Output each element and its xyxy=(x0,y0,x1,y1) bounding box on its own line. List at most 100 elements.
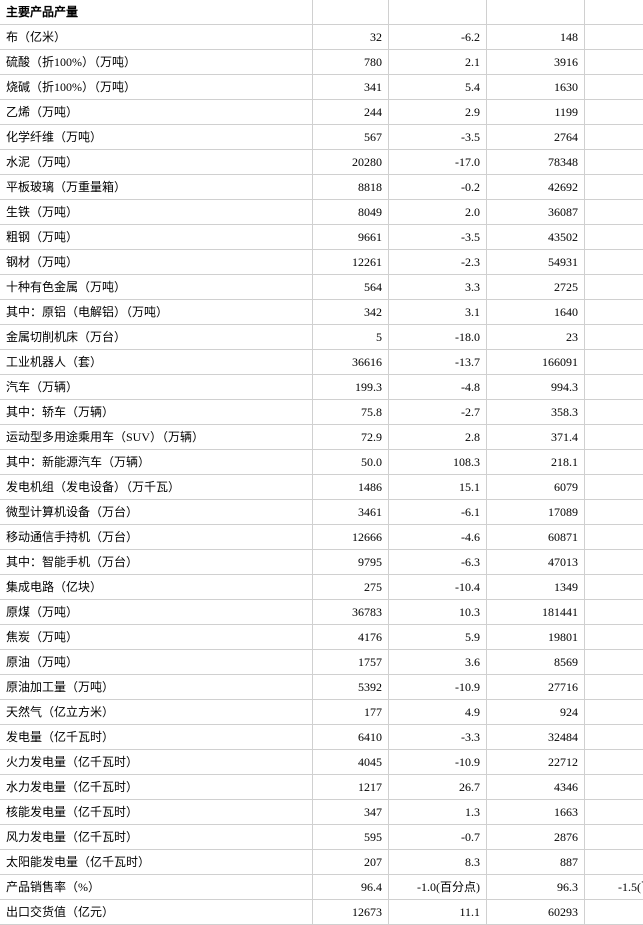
value-cell: 218.1 xyxy=(487,450,585,475)
table-row: 生铁（万吨）80492.036087-5.9 xyxy=(0,200,643,225)
value-cell: 47013 xyxy=(487,550,585,575)
value-cell: 0.0 xyxy=(585,125,643,150)
value-cell: -6.1 xyxy=(585,400,643,425)
product-name: 集成电路（亿块） xyxy=(0,575,313,600)
value-cell: 111.7 xyxy=(585,450,643,475)
value-cell: 22712 xyxy=(487,750,585,775)
value-cell: 17089 xyxy=(487,500,585,525)
value-cell: -10.9 xyxy=(389,675,487,700)
value-cell: 148 xyxy=(487,25,585,50)
product-name: 工业机器人（套） xyxy=(0,350,313,375)
product-name: 布（亿米） xyxy=(0,25,313,50)
value-cell: 4176 xyxy=(313,625,389,650)
table-row: 集成电路（亿块）275-10.41349-6.2 xyxy=(0,575,643,600)
product-name: 其中：智能手机（万台） xyxy=(0,550,313,575)
product-name: 产品销售率（%） xyxy=(0,875,313,900)
value-cell: 358.3 xyxy=(487,400,585,425)
table-row: 金属切削机床（万台）5-18.023-8.7 xyxy=(0,325,643,350)
value-cell: -0.7 xyxy=(389,825,487,850)
value-cell: 5.6 xyxy=(585,825,643,850)
value-cell: 8049 xyxy=(313,200,389,225)
value-cell: -6.2 xyxy=(585,575,643,600)
product-output-table: 主要产品产量 布（亿米）32-6.2148-1.3硫酸（折100%）（万吨）78… xyxy=(0,0,643,925)
value-cell: 72.9 xyxy=(313,425,389,450)
value-cell: 23 xyxy=(487,325,585,350)
table-row: 化学纤维（万吨）567-3.527640.0 xyxy=(0,125,643,150)
value-cell: 3.6 xyxy=(389,650,487,675)
value-cell: 887 xyxy=(487,850,585,875)
product-name: 风力发电量（亿千瓦时） xyxy=(0,825,313,850)
value-cell: 8818 xyxy=(313,175,389,200)
table-row: 发电机组（发电设备）（万千瓦）148615.160798.4 xyxy=(0,475,643,500)
section-title: 主要产品产量 xyxy=(0,0,313,25)
table-row: 天然气（亿立方米）1774.99245.8 xyxy=(0,700,643,725)
value-cell: 0.9 xyxy=(585,75,643,100)
value-cell: 12.9 xyxy=(585,850,643,875)
value-cell: 75.8 xyxy=(313,400,389,425)
table-row: 其中：新能源汽车（万辆）50.0108.3218.1111.7 xyxy=(0,450,643,475)
value-cell: 17.5 xyxy=(585,775,643,800)
product-name: 运动型多用途乘用车（SUV）（万辆） xyxy=(0,425,313,450)
value-cell: 1199 xyxy=(487,100,585,125)
table-row: 原油（万吨）17573.685694.1 xyxy=(0,650,643,675)
product-name: 原油加工量（万吨） xyxy=(0,675,313,700)
value-cell: 20280 xyxy=(313,150,389,175)
table-row: 移动通信手持机（万台）12666-4.660871-1.7 xyxy=(0,525,643,550)
value-cell: 5.8 xyxy=(585,700,643,725)
value-cell: 347 xyxy=(313,800,389,825)
value-cell: -3.5 xyxy=(585,750,643,775)
value-cell: -2.4 xyxy=(585,425,643,450)
value-cell: 1217 xyxy=(313,775,389,800)
value-cell: 6410 xyxy=(313,725,389,750)
product-name: 原油（万吨） xyxy=(0,650,313,675)
product-name: 十种有色金属（万吨） xyxy=(0,275,313,300)
value-cell: 1640 xyxy=(487,300,585,325)
value-cell: 5392 xyxy=(313,675,389,700)
product-name: 其中：原铝（电解铝）（万吨） xyxy=(0,300,313,325)
value-cell: 2.9 xyxy=(389,100,487,125)
value-cell: -2.3 xyxy=(389,250,487,275)
value-cell: 32484 xyxy=(487,725,585,750)
value-cell: 3916 xyxy=(487,50,585,75)
value-cell: 4.1 xyxy=(585,650,643,675)
empty-cell xyxy=(585,0,643,25)
value-cell: 2876 xyxy=(487,825,585,850)
value-cell: 0.3 xyxy=(585,300,643,325)
product-name: 核能发电量（亿千瓦时） xyxy=(0,800,313,825)
value-cell: 43502 xyxy=(487,225,585,250)
value-cell: 1486 xyxy=(313,475,389,500)
value-cell: -1.5(百分点) xyxy=(585,875,643,900)
product-name: 汽车（万辆） xyxy=(0,375,313,400)
table-row: 汽车（万辆）199.3-4.8994.3-7.2 xyxy=(0,375,643,400)
table-row: 布（亿米）32-6.2148-1.3 xyxy=(0,25,643,50)
value-cell: 9661 xyxy=(313,225,389,250)
table-row: 产品销售率（%）96.4-1.0(百分点)96.3-1.5(百分点) xyxy=(0,875,643,900)
table-row: 发电量（亿千瓦时）6410-3.3324840.5 xyxy=(0,725,643,750)
value-cell: 341 xyxy=(313,75,389,100)
product-name: 水力发电量（亿千瓦时） xyxy=(0,775,313,800)
value-cell: -0.5 xyxy=(585,625,643,650)
value-cell: 1757 xyxy=(313,650,389,675)
table-row: 出口交货值（亿元）1267311.16029310.1 xyxy=(0,900,643,925)
value-cell: 5.4 xyxy=(389,75,487,100)
value-cell: 181441 xyxy=(487,600,585,625)
value-cell: -15.3 xyxy=(585,150,643,175)
value-cell: 96.4 xyxy=(313,875,389,900)
table-row: 硫酸（折100%）（万吨）7802.13916-0.6 xyxy=(0,50,643,75)
value-cell: 564 xyxy=(313,275,389,300)
value-cell: 3.1 xyxy=(389,300,487,325)
product-name: 水泥（万吨） xyxy=(0,150,313,175)
value-cell: -0.6 xyxy=(585,50,643,75)
value-cell: 36616 xyxy=(313,350,389,375)
value-cell: 0.9 xyxy=(585,275,643,300)
value-cell: 924 xyxy=(487,700,585,725)
product-name: 烧碱（折100%）（万吨） xyxy=(0,75,313,100)
value-cell: 4045 xyxy=(313,750,389,775)
value-cell: 12261 xyxy=(313,250,389,275)
product-name: 其中：轿车（万辆） xyxy=(0,400,313,425)
value-cell: 567 xyxy=(313,125,389,150)
value-cell: 1663 xyxy=(487,800,585,825)
value-cell: 78348 xyxy=(487,150,585,175)
value-cell: -4.8 xyxy=(389,375,487,400)
value-cell: -6.2 xyxy=(389,25,487,50)
